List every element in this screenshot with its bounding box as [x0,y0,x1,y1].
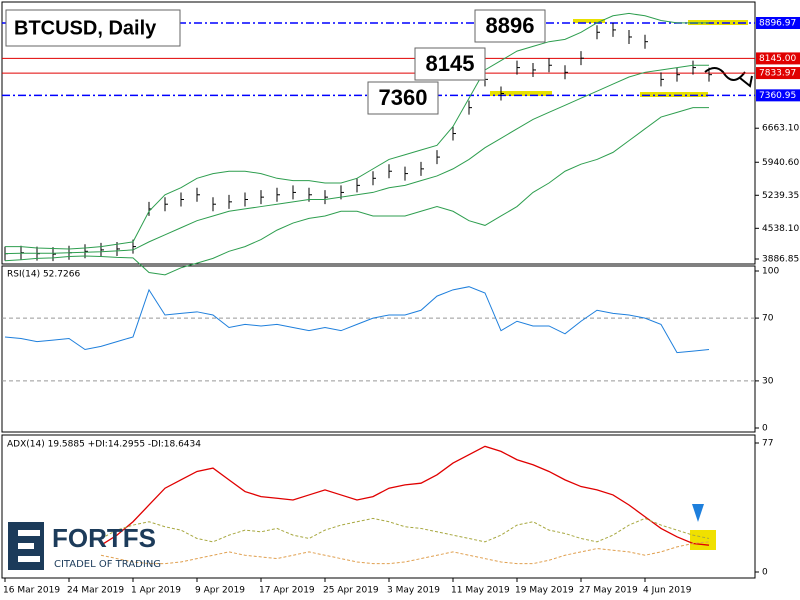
annotation: 8896 [486,13,535,38]
y-tick-label: 6663.10 [762,124,799,134]
y-tick-label: 77 [762,439,773,449]
title-box [5,9,181,47]
x-tick-label: 11 May 2019 [451,586,510,596]
y-tick-label: 5239.35 [762,191,799,201]
x-tick-label: 4 Jun 2019 [643,586,692,596]
x-tick-label: 9 Apr 2019 [195,586,245,596]
series-line [100,517,710,543]
x-tick-label: 19 May 2019 [515,586,574,596]
level-label: 8896.97 [759,18,796,28]
annotation: 7360 [379,85,428,110]
logo-tagline: CITADEL OF TRADING [54,559,161,570]
logo-icon [18,530,40,536]
level-label: 7360.95 [759,91,796,101]
y-tick-label: 3886.85 [762,254,799,264]
highlight [640,92,708,97]
level-label: 7833.97 [759,69,796,79]
x-tick-label: 16 Mar 2019 [3,586,60,596]
series-line [100,541,710,565]
series-line [4,107,709,276]
series-line [5,12,709,250]
chart-title: BTCUSD, Daily [14,17,157,39]
logo-name: FORTFS [52,523,156,553]
logo-icon [18,556,40,562]
series-line [4,64,709,255]
series-line [100,445,710,546]
panel-title: ADX(14) 19.5885 +DI:14.2955 -DI:18.6434 [7,440,201,450]
level-label-box [756,89,800,102]
highlight [490,91,552,96]
y-tick-label: 0 [762,424,768,434]
x-tick-label: 1 Apr 2019 [131,586,181,596]
x-tick-label: 24 Mar 2019 [67,586,124,596]
logo-icon [18,543,34,549]
x-tick-label: 25 Apr 2019 [323,586,379,596]
level-label: 8145.00 [759,54,796,64]
x-tick-label: 3 May 2019 [387,586,440,596]
series-line [4,286,710,354]
x-tick-label: 27 May 2019 [579,586,638,596]
projection-arrow [704,67,753,88]
y-tick-label: 4538.10 [762,224,799,234]
y-tick-label: 5940.60 [762,158,799,168]
adx-panel [1,434,756,579]
highlight [690,530,716,550]
logo: FORTFS CITADEL OF TRADING [8,522,161,570]
rsi-panel [1,265,756,433]
level-label-box [756,67,800,80]
y-tick-label: 0 [762,568,768,578]
annotation-box [414,47,486,81]
annotation: 8145 [426,51,475,76]
y-tick-label: 70 [762,314,774,324]
highlight [573,19,605,23]
y-tick-label: 100 [762,267,779,277]
x-tick-label: 17 Apr 2019 [259,586,315,596]
level-label-box [756,16,800,29]
pointer-arrow [692,504,704,522]
y-tick-label: 30 [762,376,774,386]
panel-title: RSI(14) 52.7266 [7,270,80,280]
annotation-box [474,9,546,43]
level-label-box [756,52,800,65]
price-panel [1,1,756,265]
annotation-box [367,81,439,115]
